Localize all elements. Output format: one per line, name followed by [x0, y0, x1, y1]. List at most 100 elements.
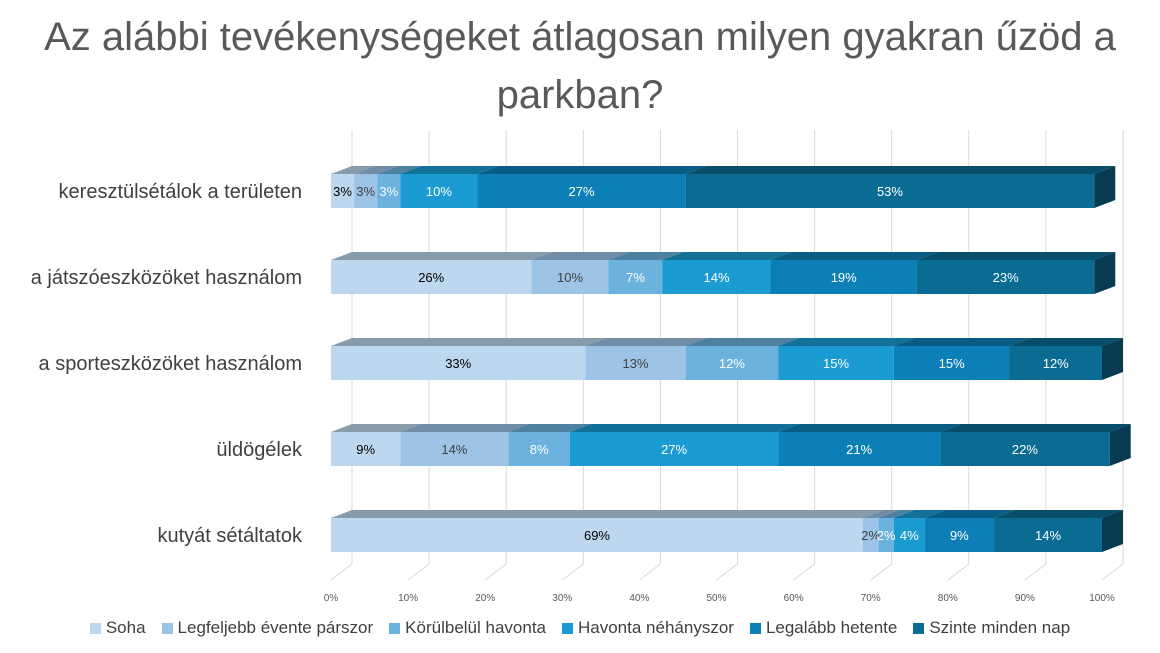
x-tick-label: 70%	[861, 593, 881, 604]
bar-top	[377, 166, 422, 174]
legend-swatch	[562, 622, 573, 634]
bar-segment	[331, 432, 401, 466]
bar-segment	[770, 260, 917, 294]
gridline-floor	[1024, 563, 1047, 581]
x-tick-label: 80%	[938, 593, 958, 604]
bar-segment	[400, 174, 478, 208]
data-label: 8%	[530, 442, 549, 457]
bar-end	[1109, 424, 1131, 466]
bar-end	[1102, 510, 1123, 552]
bar-end	[1094, 252, 1116, 294]
data-label: 9%	[356, 442, 375, 457]
legend-label: Legfeljebb évente párszor	[177, 618, 374, 637]
x-tick-label: 100%	[1089, 593, 1115, 604]
bar-top	[400, 424, 530, 432]
bar-segment	[878, 518, 894, 552]
x-tick-label: 50%	[706, 593, 726, 604]
category-label: a játszóeszközöket használom	[31, 267, 302, 289]
gridline-floor	[484, 563, 507, 581]
bar-top	[685, 338, 800, 346]
bar-segment	[331, 260, 532, 294]
bar-top	[662, 252, 792, 260]
bar-top	[477, 166, 707, 174]
bar-segment	[685, 346, 779, 380]
bar-segment	[662, 260, 771, 294]
category-label: keresztülsétálok a területen	[59, 181, 302, 203]
bar-top	[893, 510, 946, 518]
legend-swatch	[161, 622, 173, 634]
bar-segment	[994, 518, 1102, 552]
data-label: 33%	[445, 356, 471, 371]
data-label: 9%	[950, 528, 969, 543]
gridline-floor	[870, 563, 893, 581]
x-tick-label: 20%	[475, 593, 495, 604]
bar-segment	[924, 518, 995, 552]
bar-segment	[778, 432, 941, 466]
legend-swatch	[913, 622, 925, 634]
legend-label: Legalább hetente	[765, 618, 898, 637]
bar-segment	[570, 432, 779, 466]
data-label: 13%	[623, 356, 649, 371]
bar-top	[531, 252, 630, 260]
data-label: 19%	[831, 270, 857, 285]
bar-segment	[508, 432, 571, 466]
legend-swatch	[389, 622, 401, 634]
data-label: 3%	[379, 184, 398, 199]
chart-plot: 0% 10% 20% 30% 40% 50% 60% 70% 80% 90% 100% kereszt…	[31, 130, 1131, 604]
data-label: 2%	[877, 528, 896, 543]
data-label: 7%	[626, 270, 645, 285]
legend-item: Körülbelül havonta	[389, 618, 546, 638]
bar-segment	[585, 346, 686, 380]
bar-segment	[940, 432, 1110, 466]
bar-segment	[331, 174, 355, 208]
gridline-floor	[639, 563, 661, 581]
data-label: 3%	[356, 184, 375, 199]
bar-segment	[608, 260, 663, 294]
data-label: 14%	[703, 270, 729, 285]
gridline-floor	[1101, 563, 1124, 581]
bar-segment	[331, 518, 863, 552]
data-label: 3%	[333, 184, 352, 199]
bar-top	[916, 252, 1116, 260]
bar-top	[331, 252, 553, 260]
gridline-floor	[947, 563, 970, 581]
x-tick-label: 90%	[1015, 593, 1035, 604]
bar-top	[778, 338, 915, 346]
bar-segment	[400, 432, 509, 466]
gridline-floor	[716, 563, 738, 581]
data-label: 69%	[584, 528, 610, 543]
bar-segment	[377, 174, 401, 208]
bar-end	[1094, 166, 1116, 208]
data-label: 12%	[719, 356, 745, 371]
category-label: a sporteszközöket használom	[39, 353, 302, 375]
bar-top	[331, 424, 422, 432]
bar-segment	[778, 346, 894, 380]
data-label: 2%	[861, 528, 880, 543]
data-label: 26%	[418, 270, 444, 285]
data-label: 53%	[877, 184, 903, 199]
legend-label: Szinte minden nap	[929, 618, 1071, 637]
legend-swatch	[749, 622, 761, 634]
legend-item: Legfeljebb évente párszor	[161, 618, 374, 638]
bar-segment	[893, 346, 1010, 380]
gridline-floor	[407, 563, 430, 581]
bar-segment	[331, 346, 586, 380]
data-label: 27%	[661, 442, 687, 457]
bar-segment	[685, 174, 1095, 208]
bar-segment	[354, 174, 378, 208]
gridline-floor	[330, 563, 353, 581]
category-label: kutyát sétáltatok	[157, 525, 303, 547]
legend-item: Soha	[89, 618, 146, 638]
bar-top	[1009, 338, 1123, 346]
bar-segment	[893, 518, 925, 552]
legend: Soha Legfeljebb évente párszor Körülbelül …	[0, 618, 1160, 638]
x-tick-label: 10%	[398, 593, 418, 604]
data-label: 14%	[441, 442, 467, 457]
legend-item: Legalább hetente	[749, 618, 898, 638]
bar-top	[354, 166, 399, 174]
legend-label: Havonta néhányszor	[578, 618, 734, 637]
bar-top	[585, 338, 707, 346]
bar-top	[331, 166, 376, 174]
legend-label: Soha	[105, 618, 146, 637]
bar-top	[994, 510, 1123, 518]
